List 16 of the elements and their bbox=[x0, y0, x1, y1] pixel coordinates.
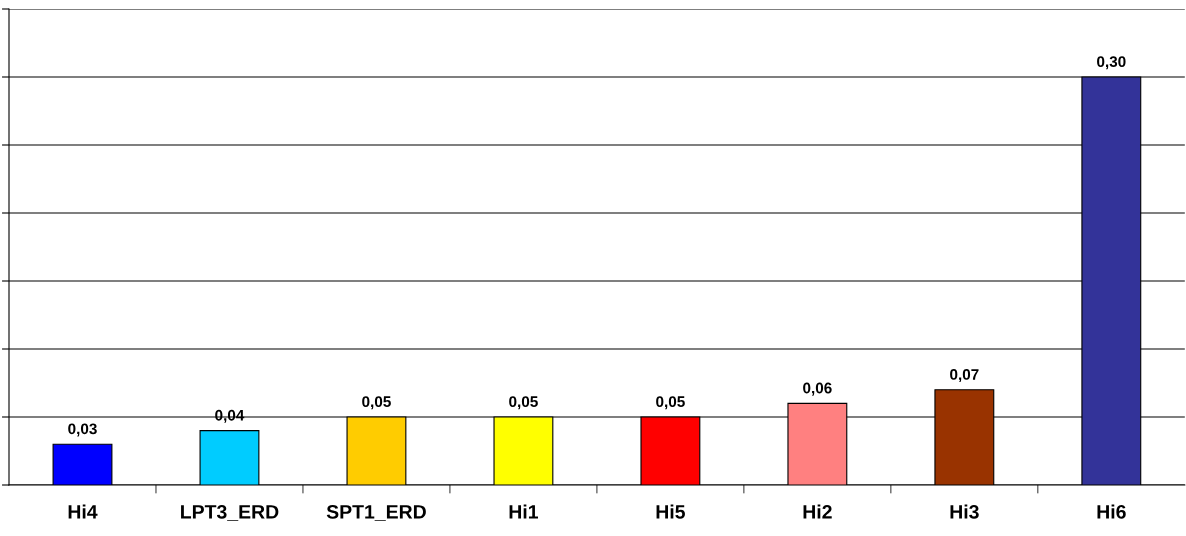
x-tick-label: Hi3 bbox=[950, 504, 979, 519]
data-label: 0,07 bbox=[950, 369, 979, 383]
x-tick-label: Hi1 bbox=[509, 504, 539, 519]
data-label: 0,03 bbox=[68, 423, 97, 437]
x-tick-label: LPT3_ERD bbox=[181, 504, 279, 521]
x-tick-label: Hi6 bbox=[1097, 504, 1126, 519]
data-label: 0,04 bbox=[215, 409, 245, 423]
x-tick-label: Hi4 bbox=[68, 504, 98, 519]
x-tick-label: SPT1_ERD bbox=[326, 504, 426, 521]
data-label: 0,30 bbox=[1097, 56, 1126, 70]
x-tick-label: Hi2 bbox=[803, 504, 832, 519]
x-tick-label: Hi5 bbox=[656, 504, 685, 519]
data-label: 0,05 bbox=[509, 396, 538, 410]
data-label: 0,05 bbox=[362, 396, 391, 410]
data-label: 0,05 bbox=[656, 396, 685, 410]
data-label: 0,06 bbox=[803, 382, 832, 396]
